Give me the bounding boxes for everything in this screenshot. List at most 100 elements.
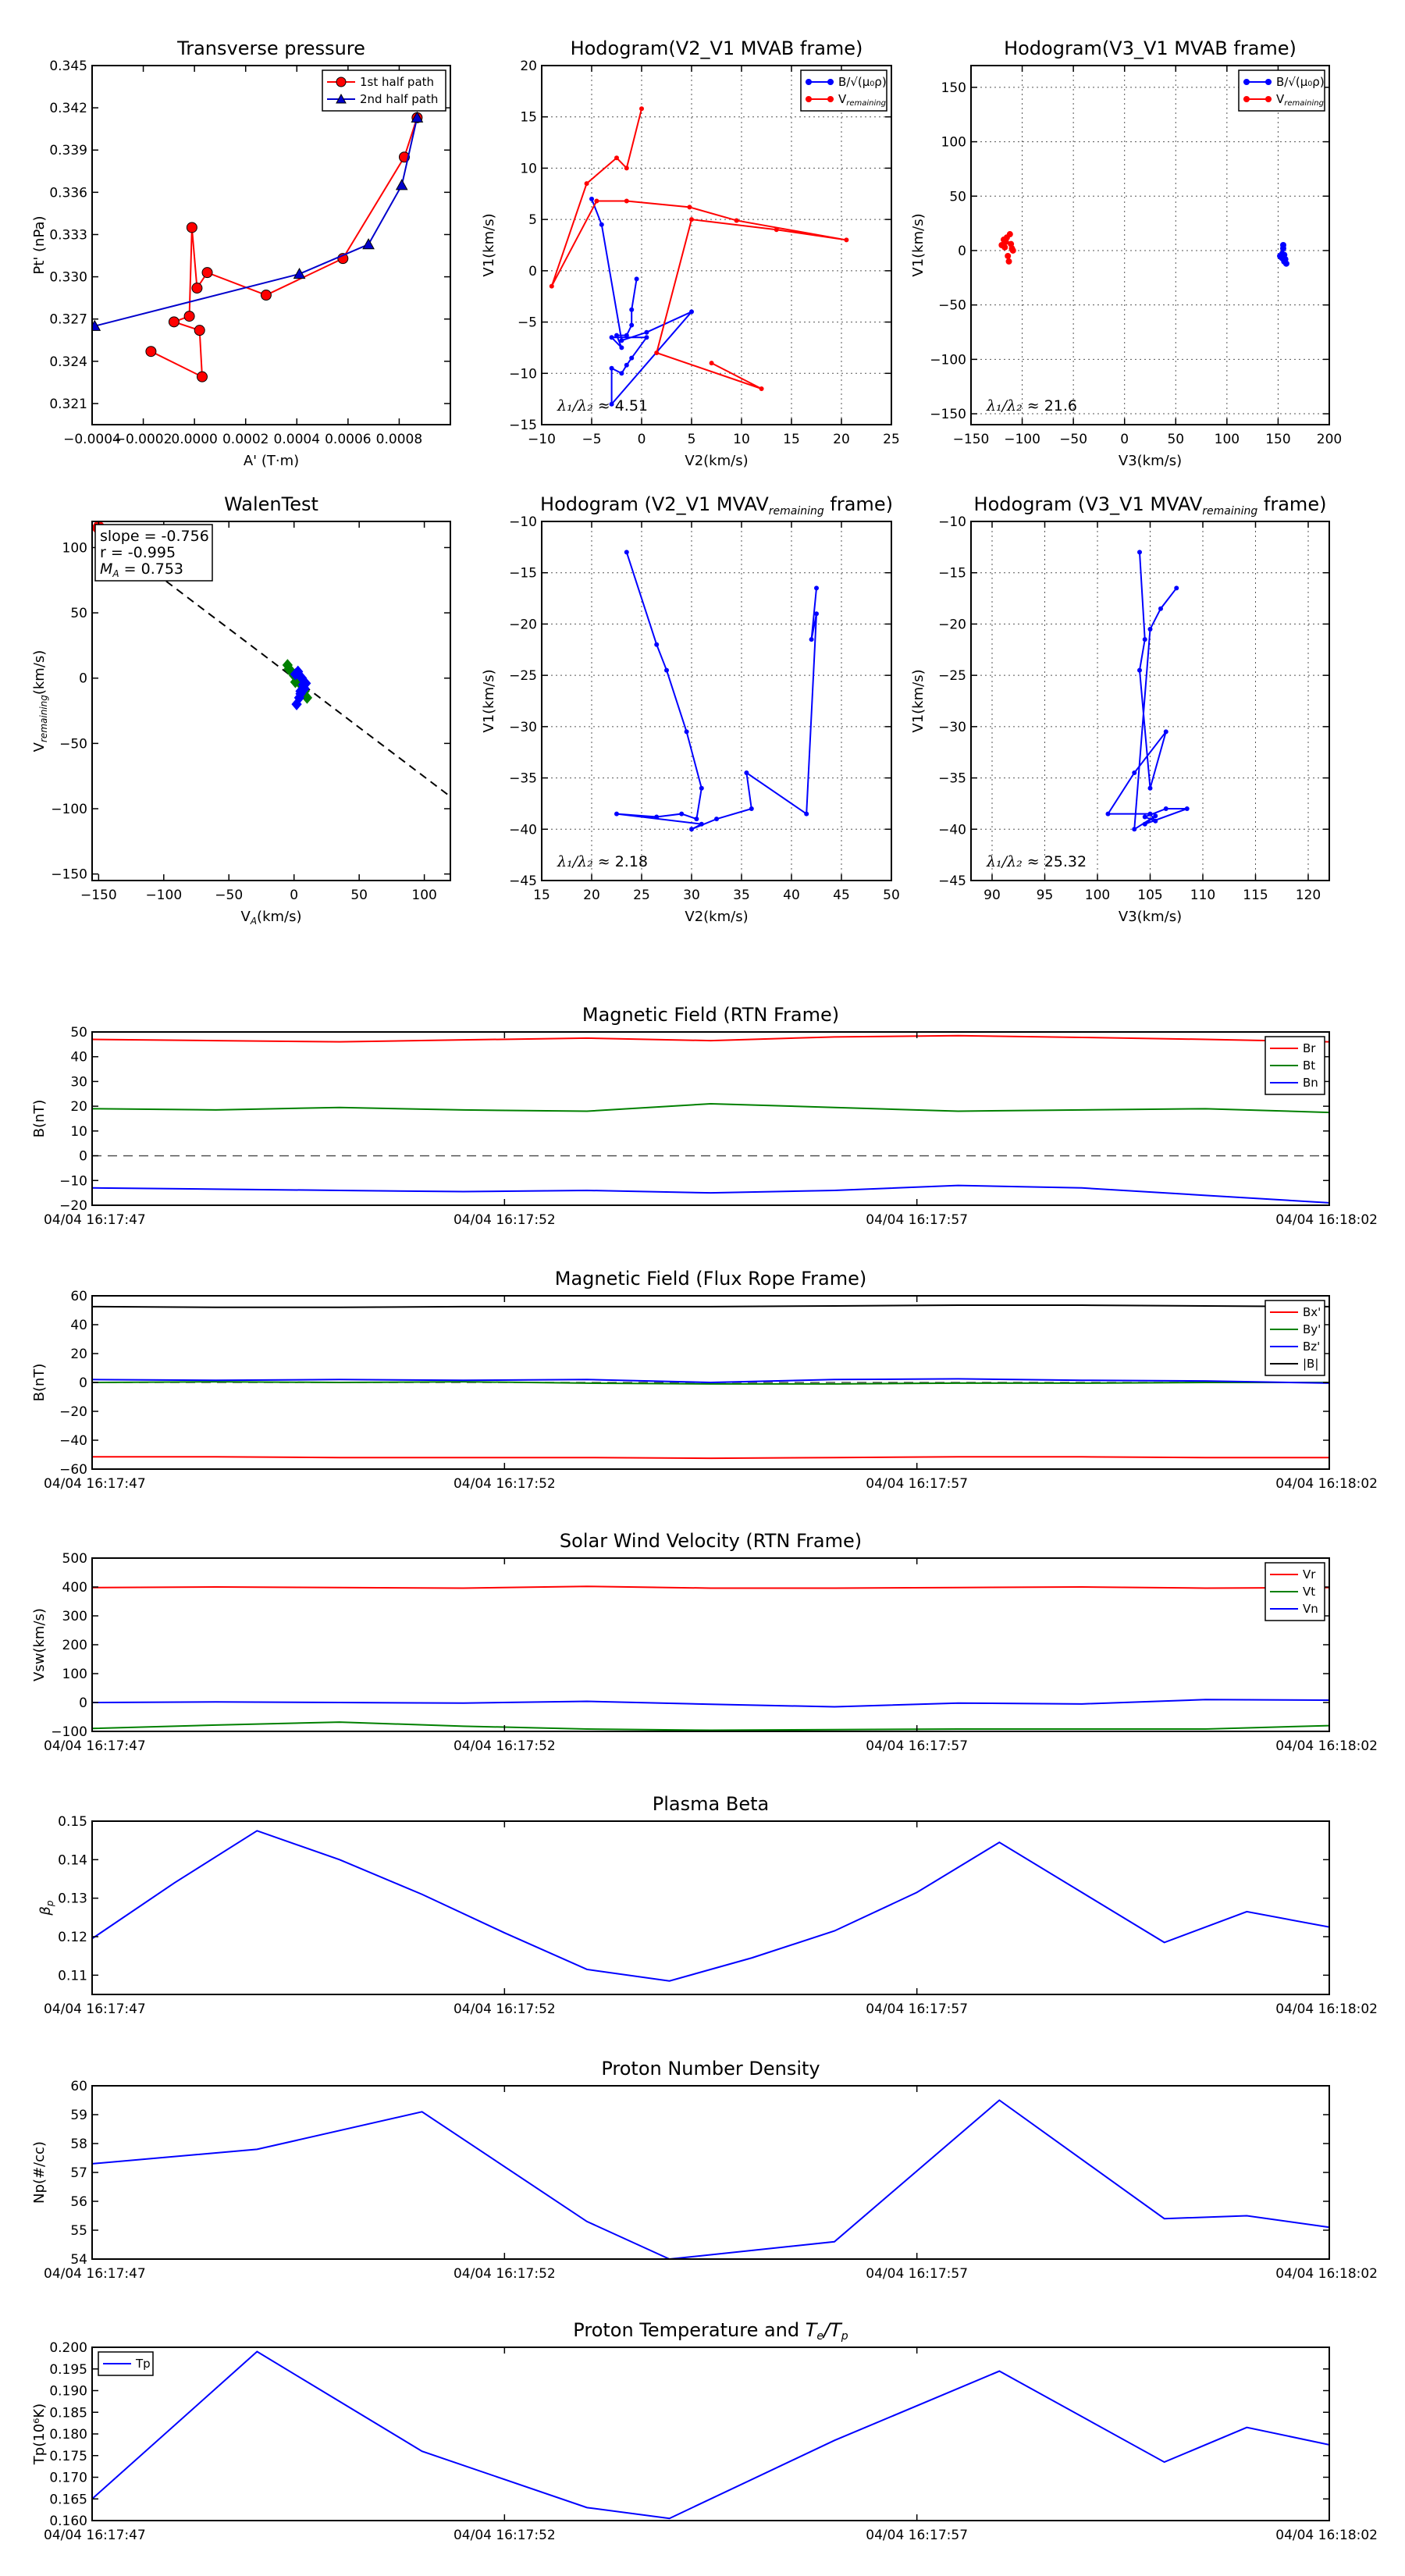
data-point: [844, 237, 849, 243]
y-tick-label: −50: [59, 736, 87, 752]
data-point: [191, 283, 203, 294]
data-point: [687, 205, 692, 210]
legend: B/√(μ₀ρ) Vremaining: [1238, 69, 1325, 112]
chart-panel-proton-temperature: Proton Temperature and Te/Tp 0.160 0.165 0.…: [31, 2319, 1378, 2543]
chart-panel-solar-wind-velocity: Solar Wind Velocity (RTN Frame) −100 0 100 2…: [31, 1530, 1378, 1754]
x-tick-label: 30: [683, 888, 700, 903]
legend: Br Bt Bn: [1264, 1036, 1325, 1095]
chart-title: Magnetic Field (Flux Rope Frame): [555, 1268, 866, 1290]
data-point: [624, 362, 629, 368]
x-tick-label: 0.0008: [376, 432, 422, 447]
x-tick-label: 105: [1137, 888, 1162, 903]
y-tick-label: 15: [520, 110, 537, 126]
axes-frame: [91, 65, 451, 425]
y-tick-label: 54: [70, 2252, 87, 2268]
data-point: [594, 198, 599, 204]
data-point: [1153, 818, 1158, 824]
series-line-Vt: [92, 1721, 1329, 1731]
y-tick-label: 0.345: [49, 59, 87, 74]
y-tick-label: 0.170: [49, 2471, 87, 2486]
data-point: [1009, 247, 1016, 254]
y-tick-label: −10: [509, 366, 537, 382]
x-tick-label: 20: [833, 432, 850, 447]
y-axis-label: V1(km/s): [481, 669, 497, 732]
y-axis-label: Vsw(km/s): [31, 1608, 48, 1681]
x-tick-label: −50: [1059, 432, 1087, 447]
data-point: [201, 267, 213, 279]
data-point: [1279, 245, 1286, 252]
x-tick-label: 115: [1243, 888, 1268, 903]
x-tick-label: 04/04 16:17:47: [44, 2528, 146, 2543]
series-line-V: [1106, 552, 1188, 831]
x-tick-label: 04/04 16:17:47: [44, 2001, 146, 2017]
series-line-Np: [92, 2099, 1329, 2259]
legend: 1st half path 2nd half path: [322, 69, 446, 112]
chart-title: Hodogram (V3_V1 MVAVremaining frame): [974, 493, 1327, 518]
data-point: [629, 322, 635, 328]
x-tick-label: 04/04 16:17:57: [866, 2528, 968, 2543]
series-line-Vn: [92, 1699, 1329, 1708]
x-tick-label: 0.0000: [171, 432, 217, 447]
y-tick-label: −30: [938, 720, 966, 735]
y-tick-label: 50: [70, 1025, 87, 1041]
y-tick-label: 0.327: [49, 312, 87, 328]
y-tick-label: 60: [70, 2079, 87, 2094]
y-tick-label: 0.321: [49, 397, 87, 412]
x-tick-label: 04/04 16:17:52: [454, 1738, 556, 1754]
data-point: [614, 811, 619, 817]
axes-frame: [970, 65, 1330, 425]
series-group: [92, 2099, 1329, 2259]
legend-marker: [827, 79, 834, 85]
fit-line: [92, 524, 450, 798]
legend-label: By': [1303, 1322, 1321, 1336]
chart-panel-magnetic-field-rtn: Magnetic Field (RTN Frame) −20 −10 0 10 20 30 4…: [31, 1004, 1378, 1228]
data-point: [624, 198, 629, 204]
y-tick-label: −25: [509, 668, 537, 684]
series-line-V: [616, 552, 817, 831]
data-point: [694, 817, 699, 822]
data-point: [699, 821, 704, 827]
legend: Vr Vt Vn: [1264, 1562, 1325, 1621]
x-tick-label: 40: [783, 888, 800, 903]
x-tick-label: 04/04 16:17:57: [866, 1212, 968, 1228]
series-line-Bx': [92, 1456, 1329, 1460]
data-point: [186, 222, 197, 233]
legend-label: Vremaining: [1276, 92, 1324, 108]
x-tick-label: 90: [984, 888, 1001, 903]
x-axis-label: V2(km/s): [685, 909, 748, 925]
series-line-Bz': [92, 1378, 1329, 1384]
data-point: [1158, 606, 1163, 611]
y-tick-label: −20: [509, 617, 537, 632]
data-point: [183, 311, 195, 322]
data-point: [293, 267, 306, 279]
chart-panel-plasma-beta: Plasma Beta 0.11 0.12 0.13 0.14 0.15 04/04 16:…: [37, 1793, 1378, 2017]
legend-label: Bt: [1303, 1059, 1315, 1073]
data-point: [619, 345, 624, 350]
data-point: [809, 637, 814, 642]
legend-label: Tp: [135, 2357, 151, 2371]
y-tick-label: −50: [938, 298, 966, 314]
y-tick-label: 500: [62, 1551, 87, 1567]
series-line-2nd half path: [94, 117, 418, 327]
y-tick-label: −40: [938, 822, 966, 838]
y-tick-label: 10: [70, 1124, 87, 1140]
data-point: [644, 329, 649, 335]
y-tick-label: −15: [938, 566, 966, 582]
data-point: [1142, 821, 1147, 827]
axes-frame: [91, 1031, 1330, 1206]
y-tick-label: 100: [62, 540, 87, 556]
y-tick-label: 57: [70, 2165, 87, 2181]
legend-box: [322, 69, 446, 112]
walen-stat: MA = 0.753: [100, 560, 183, 579]
data-point: [1105, 811, 1111, 817]
legend-label: B/√(μ₀ρ): [838, 75, 887, 89]
data-point: [584, 181, 589, 187]
series-line-By': [92, 1381, 1329, 1385]
data-point: [1174, 585, 1179, 591]
data-point: [411, 111, 424, 123]
y-tick-label: 0.14: [58, 1852, 87, 1868]
data-point: [644, 335, 649, 340]
data-point: [734, 218, 739, 223]
data-point: [194, 325, 205, 336]
legend: Tp: [98, 2351, 154, 2376]
